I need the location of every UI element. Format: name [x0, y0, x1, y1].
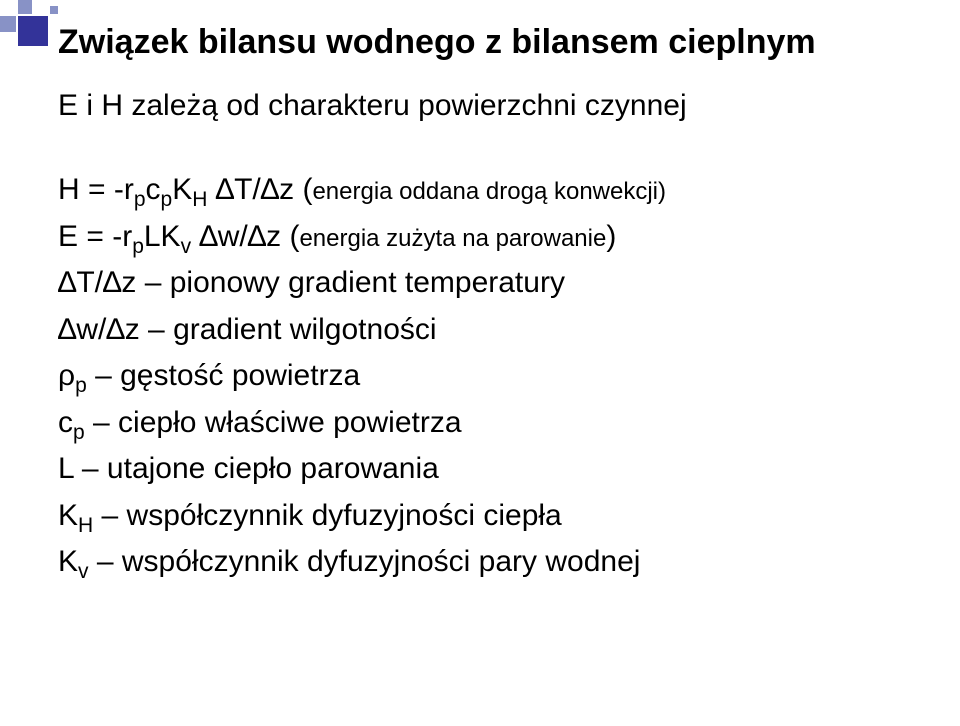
def-l: L – utajone ciepło parowania [58, 446, 920, 493]
slide-title: Związek bilansu wodnego z bilansem ciepl… [58, 22, 920, 63]
def-dt: ∆T/∆z – pionowy gradient temperatury [58, 260, 920, 307]
def-c: cp – ciepło właściwe powietrza [58, 400, 920, 447]
equation-h: H = -rpcpKH ∆T/∆z (energia oddana drogą … [58, 167, 920, 214]
slide-body: E i H zależą od charakteru powierzchni c… [58, 83, 920, 586]
def-dw: ∆w/∆z – gradient wilgotności [58, 307, 920, 354]
subtitle-line: E i H zależą od charakteru powierzchni c… [58, 83, 920, 130]
def-kh: KH – współczynnik dyfuzyjności ciepła [58, 493, 920, 540]
def-rho: ρp – gęstość powietrza [58, 353, 920, 400]
def-kv: Kv – współczynnik dyfuzyjności pary wodn… [58, 539, 920, 586]
equation-e: E = -rpLKv ∆w/∆z (energia zużyta na paro… [58, 214, 920, 261]
slide-content: Związek bilansu wodnego z bilansem ciepl… [58, 22, 920, 586]
